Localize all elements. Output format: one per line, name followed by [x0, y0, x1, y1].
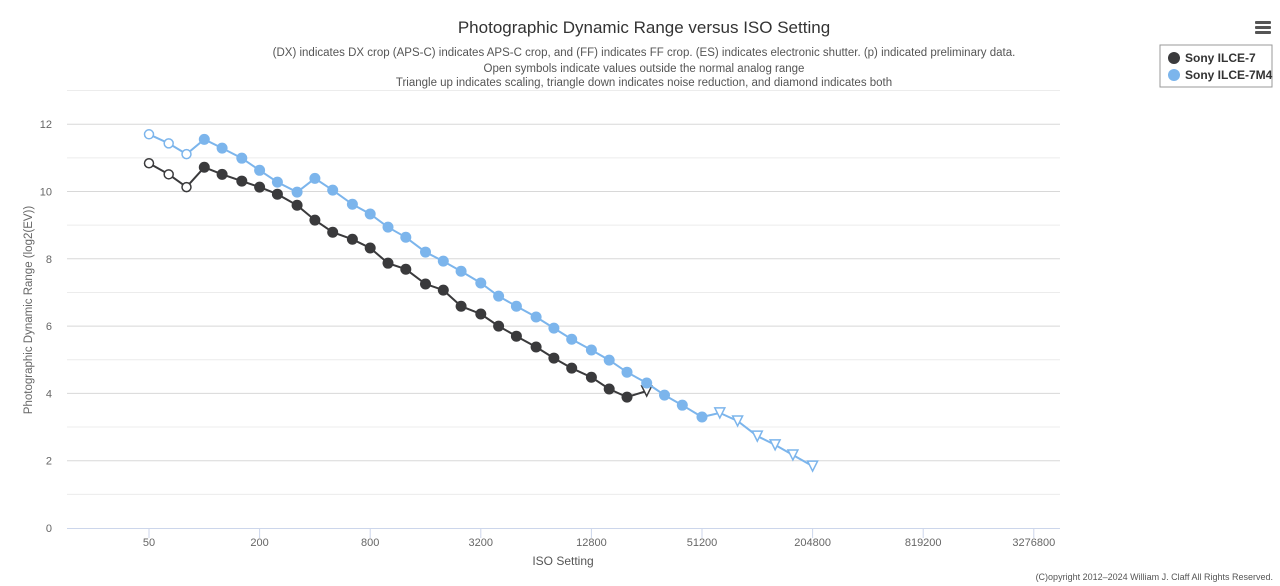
- data-point: [364, 242, 376, 254]
- data-point: [510, 300, 522, 312]
- data-point: [420, 278, 431, 290]
- x-tick-label: 204800: [794, 537, 831, 549]
- data-point: [271, 176, 283, 188]
- legend-item-sony-ilce-7[interactable]: Sony ILCE-7: [1168, 51, 1256, 65]
- y-tick-label: 2: [46, 456, 52, 468]
- legend: Sony ILCE-7 Sony ILCE-7M4: [1159, 44, 1273, 88]
- y-tick-label: 6: [46, 321, 52, 333]
- data-point: [291, 199, 303, 211]
- data-point: [530, 311, 542, 323]
- series-line: [148, 162, 647, 399]
- data-point: [236, 152, 248, 164]
- data-point: [566, 333, 578, 345]
- data-point-open: [163, 169, 174, 180]
- data-point: [603, 383, 615, 395]
- x-tick-label: 12800: [576, 537, 607, 549]
- data-point: [585, 344, 597, 356]
- chart-subtitle-3: Triangle up indicates scaling, triangle …: [396, 77, 892, 89]
- x-axis-label: ISO Setting: [532, 554, 593, 568]
- data-point: [548, 322, 560, 334]
- data-point: [621, 366, 633, 378]
- legend-marker: [1168, 69, 1180, 81]
- y-tick-label: 8: [46, 254, 52, 266]
- data-point-triangle-down: [786, 449, 800, 462]
- data-point: [437, 255, 449, 267]
- x-tick-label: 3276800: [1012, 537, 1055, 549]
- data-point: [659, 389, 671, 401]
- data-point: [455, 265, 467, 277]
- data-point-open: [181, 148, 192, 160]
- data-point: [566, 362, 578, 374]
- data-point: [254, 181, 266, 193]
- data-point: [510, 330, 522, 342]
- hamburger-menu-button[interactable]: [1255, 21, 1271, 35]
- data-point-triangle-down: [768, 439, 782, 452]
- y-tick-label: 10: [40, 187, 52, 199]
- data-point-triangle-down: [713, 407, 727, 420]
- data-point: [676, 399, 688, 411]
- legend-label: Sony ILCE-7M4: [1185, 68, 1273, 82]
- data-point: [548, 352, 560, 364]
- data-point: [198, 161, 210, 173]
- x-tick-label: 800: [361, 537, 379, 549]
- data-point-triangle-down: [731, 415, 744, 428]
- data-point: [216, 168, 228, 180]
- data-point: [291, 186, 303, 198]
- data-point: [621, 391, 633, 403]
- data-point-open: [163, 138, 174, 149]
- x-tick-label: 51200: [687, 537, 718, 549]
- data-point: [382, 221, 394, 233]
- chart-title: Photographic Dynamic Range versus ISO Se…: [458, 18, 830, 37]
- data-point: [530, 341, 542, 353]
- data-point: [254, 164, 266, 176]
- legend-marker: [1168, 52, 1180, 64]
- data-point: [585, 371, 597, 383]
- data-point: [309, 172, 321, 184]
- x-tick-label: 50: [143, 537, 155, 549]
- data-point-triangle-down: [806, 460, 819, 473]
- data-point: [271, 188, 283, 200]
- legend-box: [1159, 44, 1273, 88]
- y-tick-label: 0: [46, 523, 52, 535]
- data-point: [309, 214, 321, 226]
- data-point-open: [143, 157, 155, 169]
- x-tick-label: 3200: [469, 537, 493, 549]
- data-point: [236, 175, 248, 187]
- data-point: [346, 198, 358, 210]
- data-point: [420, 246, 431, 258]
- legend-item-sony-ilce-7m4[interactable]: Sony ILCE-7M4: [1168, 68, 1273, 82]
- data-point-open: [143, 129, 155, 140]
- data-point: [696, 411, 708, 423]
- data-point: [198, 133, 210, 145]
- copyright: (C)opyright 2012–2024 William J. Claff A…: [1036, 572, 1273, 582]
- data-point: [327, 184, 339, 196]
- legend-label: Sony ILCE-7: [1185, 51, 1256, 65]
- data-point: [475, 277, 487, 289]
- data-point: [216, 142, 228, 154]
- data-point: [437, 284, 449, 296]
- x-tick-label: 819200: [905, 537, 942, 549]
- y-tick-label: 12: [40, 119, 52, 131]
- data-point-triangle-down: [751, 430, 764, 443]
- y-tick-label: 4: [46, 388, 52, 400]
- data-point: [346, 233, 358, 245]
- x-tick-label: 200: [250, 537, 268, 549]
- data-point: [364, 208, 376, 220]
- data-point: [400, 231, 412, 243]
- data-point: [400, 263, 412, 275]
- data-point: [641, 377, 653, 389]
- data-point: [493, 290, 505, 302]
- data-point: [603, 354, 615, 366]
- data-point: [493, 320, 505, 332]
- chart-subtitle-2: Open symbols indicate values outside the…: [484, 63, 805, 75]
- data-point-open: [181, 181, 192, 193]
- data-point: [327, 226, 339, 238]
- y-axis-label: Photographic Dynamic Range (log2(EV)): [23, 206, 35, 415]
- data-point: [382, 257, 394, 269]
- chart-subtitle-1: (DX) indicates DX crop (APS-C) indicates…: [273, 47, 1016, 59]
- data-point: [475, 308, 487, 320]
- data-point: [455, 300, 467, 312]
